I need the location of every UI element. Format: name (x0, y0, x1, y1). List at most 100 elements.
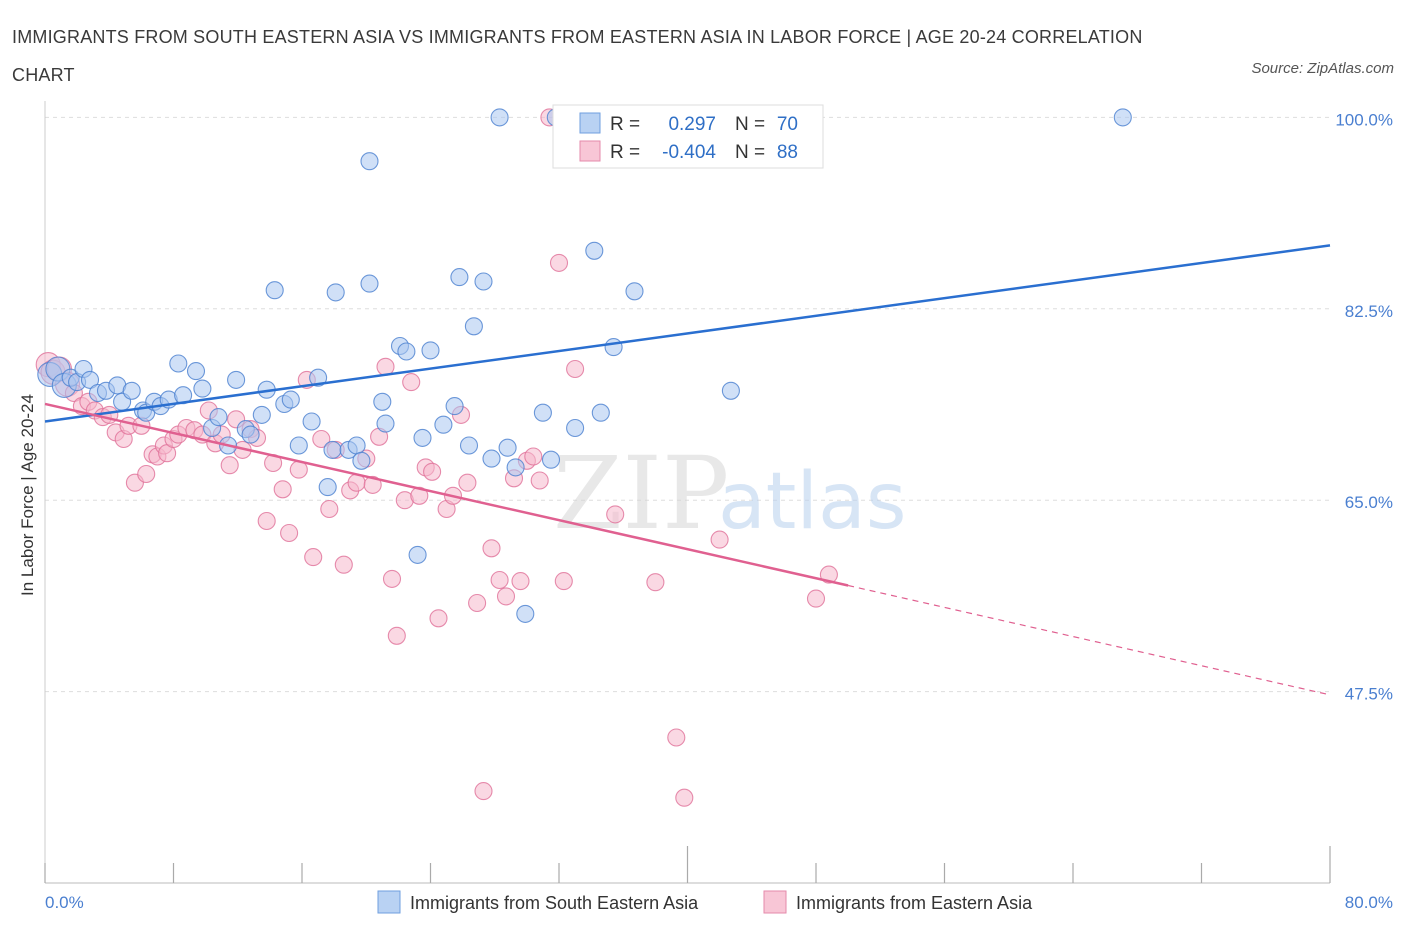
point-eastern-asia-74 (554, 572, 573, 591)
point-south-eastern-asia-67 (591, 403, 610, 422)
point-south-eastern-asia-19 (186, 362, 206, 381)
legend-swatch-pink (579, 140, 601, 162)
point-eastern-asia-63 (474, 782, 493, 801)
point-south-eastern-asia-31 (281, 390, 300, 409)
y-tick-label-2: 82.5% (1345, 302, 1393, 321)
axes (44, 101, 1331, 884)
trend-line-eastern-asia-extension (847, 584, 1331, 696)
point-south-eastern-asia-54 (464, 317, 483, 336)
point-eastern-asia-43 (334, 555, 353, 574)
point-south-eastern-asia-36 (323, 440, 342, 459)
point-south-eastern-asia-60 (516, 604, 535, 623)
watermark-zip: ZIP (553, 435, 729, 552)
point-south-eastern-asia-11 (122, 381, 141, 400)
point-eastern-asia-40 (312, 429, 331, 449)
watermark: ZIP atlas (553, 435, 907, 552)
correlation-legend: R = 0.297 N = 70 R = -0.404 N = 88 (552, 104, 824, 169)
chart-source: Source: ZipAtlas.com (1251, 60, 1394, 77)
point-eastern-asia-68 (511, 572, 530, 591)
point-eastern-asia-35 (273, 480, 292, 499)
point-eastern-asia-70 (524, 447, 543, 466)
series-legend-swatch-pink (763, 890, 787, 914)
point-south-eastern-asia-57 (490, 108, 509, 127)
trend-line-eastern-asia (44, 402, 849, 587)
point-eastern-asia-56 (423, 462, 442, 481)
series-legend: Immigrants from South Eastern Asia Immig… (377, 890, 1033, 914)
chart-title: IMMIGRANTS FROM SOUTH EASTERN ASIA VS IM… (12, 27, 1143, 85)
point-south-eastern-asia-32 (289, 436, 308, 455)
point-eastern-asia-61 (458, 473, 477, 492)
point-south-eastern-asia-58 (498, 438, 517, 457)
legend-swatch-blue (579, 112, 601, 134)
x-tick-label-1: 80.0% (1345, 893, 1393, 912)
point-south-eastern-asia-24 (227, 370, 246, 389)
point-south-eastern-asia-68 (604, 338, 623, 357)
series-south-eastern-asia-points (37, 108, 1132, 623)
point-south-eastern-asia-62 (541, 450, 561, 469)
x-tick-label-0: 0.0% (45, 893, 84, 912)
point-eastern-asia-66 (496, 587, 516, 606)
point-south-eastern-asia-37 (326, 283, 345, 302)
point-south-eastern-asia-20 (193, 379, 212, 398)
legend-n-value-2: 88 (777, 142, 798, 163)
point-south-eastern-asia-41 (360, 274, 379, 293)
point-south-eastern-asia-22 (209, 408, 228, 427)
series-legend-label-1: Immigrants from South Eastern Asia (410, 893, 699, 913)
point-eastern-asia-62 (468, 593, 487, 613)
point-south-eastern-asia-61 (533, 403, 552, 422)
point-south-eastern-asia-34 (309, 368, 328, 387)
point-eastern-asia-36 (280, 523, 299, 543)
point-eastern-asia-79 (675, 788, 694, 807)
point-eastern-asia-81 (806, 589, 826, 608)
point-eastern-asia-65 (490, 570, 509, 590)
point-south-eastern-asia-56 (482, 449, 501, 468)
point-south-eastern-asia-29 (265, 281, 284, 300)
x-tick-labels: 0.0% 80.0% (45, 893, 1393, 912)
series-legend-swatch-blue (377, 890, 401, 914)
point-eastern-asia-57 (429, 609, 448, 628)
point-south-eastern-asia-71 (1113, 108, 1132, 127)
point-south-eastern-asia-59 (506, 458, 525, 477)
point-eastern-asia-28 (220, 456, 239, 475)
point-eastern-asia-82 (819, 565, 838, 584)
point-eastern-asia-77 (646, 573, 665, 592)
point-south-eastern-asia-43 (373, 392, 392, 411)
y-axis-title: In Labor Force | Age 20-24 (18, 394, 37, 596)
point-south-eastern-asia-27 (252, 405, 271, 424)
trend-lines (44, 244, 1331, 696)
point-south-eastern-asia-40 (352, 451, 371, 470)
point-eastern-asia-41 (320, 499, 339, 519)
point-south-eastern-asia-35 (318, 478, 337, 497)
point-eastern-asia-76 (606, 505, 625, 524)
point-eastern-asia-80 (710, 530, 729, 549)
point-south-eastern-asia-33 (302, 412, 321, 431)
y-tick-label-1: 65.0% (1345, 493, 1393, 512)
point-south-eastern-asia-55 (474, 272, 493, 291)
point-eastern-asia-15 (137, 464, 156, 484)
legend-r-label-2: R = (610, 142, 640, 163)
point-south-eastern-asia-51 (445, 397, 464, 416)
point-eastern-asia-33 (257, 511, 276, 531)
trend-line-south-eastern-asia (44, 244, 1331, 423)
point-south-eastern-asia-17 (169, 354, 188, 373)
legend-r-label-1: R = (610, 114, 640, 135)
point-south-eastern-asia-47 (408, 545, 427, 564)
point-south-eastern-asia-44 (376, 414, 395, 433)
legend-n-value-1: 70 (777, 114, 798, 135)
point-south-eastern-asia-48 (413, 428, 432, 447)
series-legend-label-2: Immigrants from Eastern Asia (796, 893, 1033, 913)
y-tick-labels: 47.5% 65.0% 82.5% 100.0% (1335, 110, 1393, 703)
point-south-eastern-asia-69 (625, 282, 644, 301)
point-south-eastern-asia-6 (80, 370, 100, 389)
point-south-eastern-asia-65 (566, 418, 585, 438)
point-eastern-asia-78 (667, 728, 686, 747)
point-eastern-asia-50 (382, 569, 402, 588)
y-tick-label-3: 100.0% (1335, 110, 1393, 129)
point-south-eastern-asia-52 (450, 268, 469, 287)
point-eastern-asia-64 (482, 539, 501, 558)
legend-n-label-2: N = (735, 142, 765, 163)
point-south-eastern-asia-49 (421, 341, 440, 360)
legend-n-label-1: N = (735, 114, 765, 135)
point-south-eastern-asia-26 (241, 425, 260, 444)
